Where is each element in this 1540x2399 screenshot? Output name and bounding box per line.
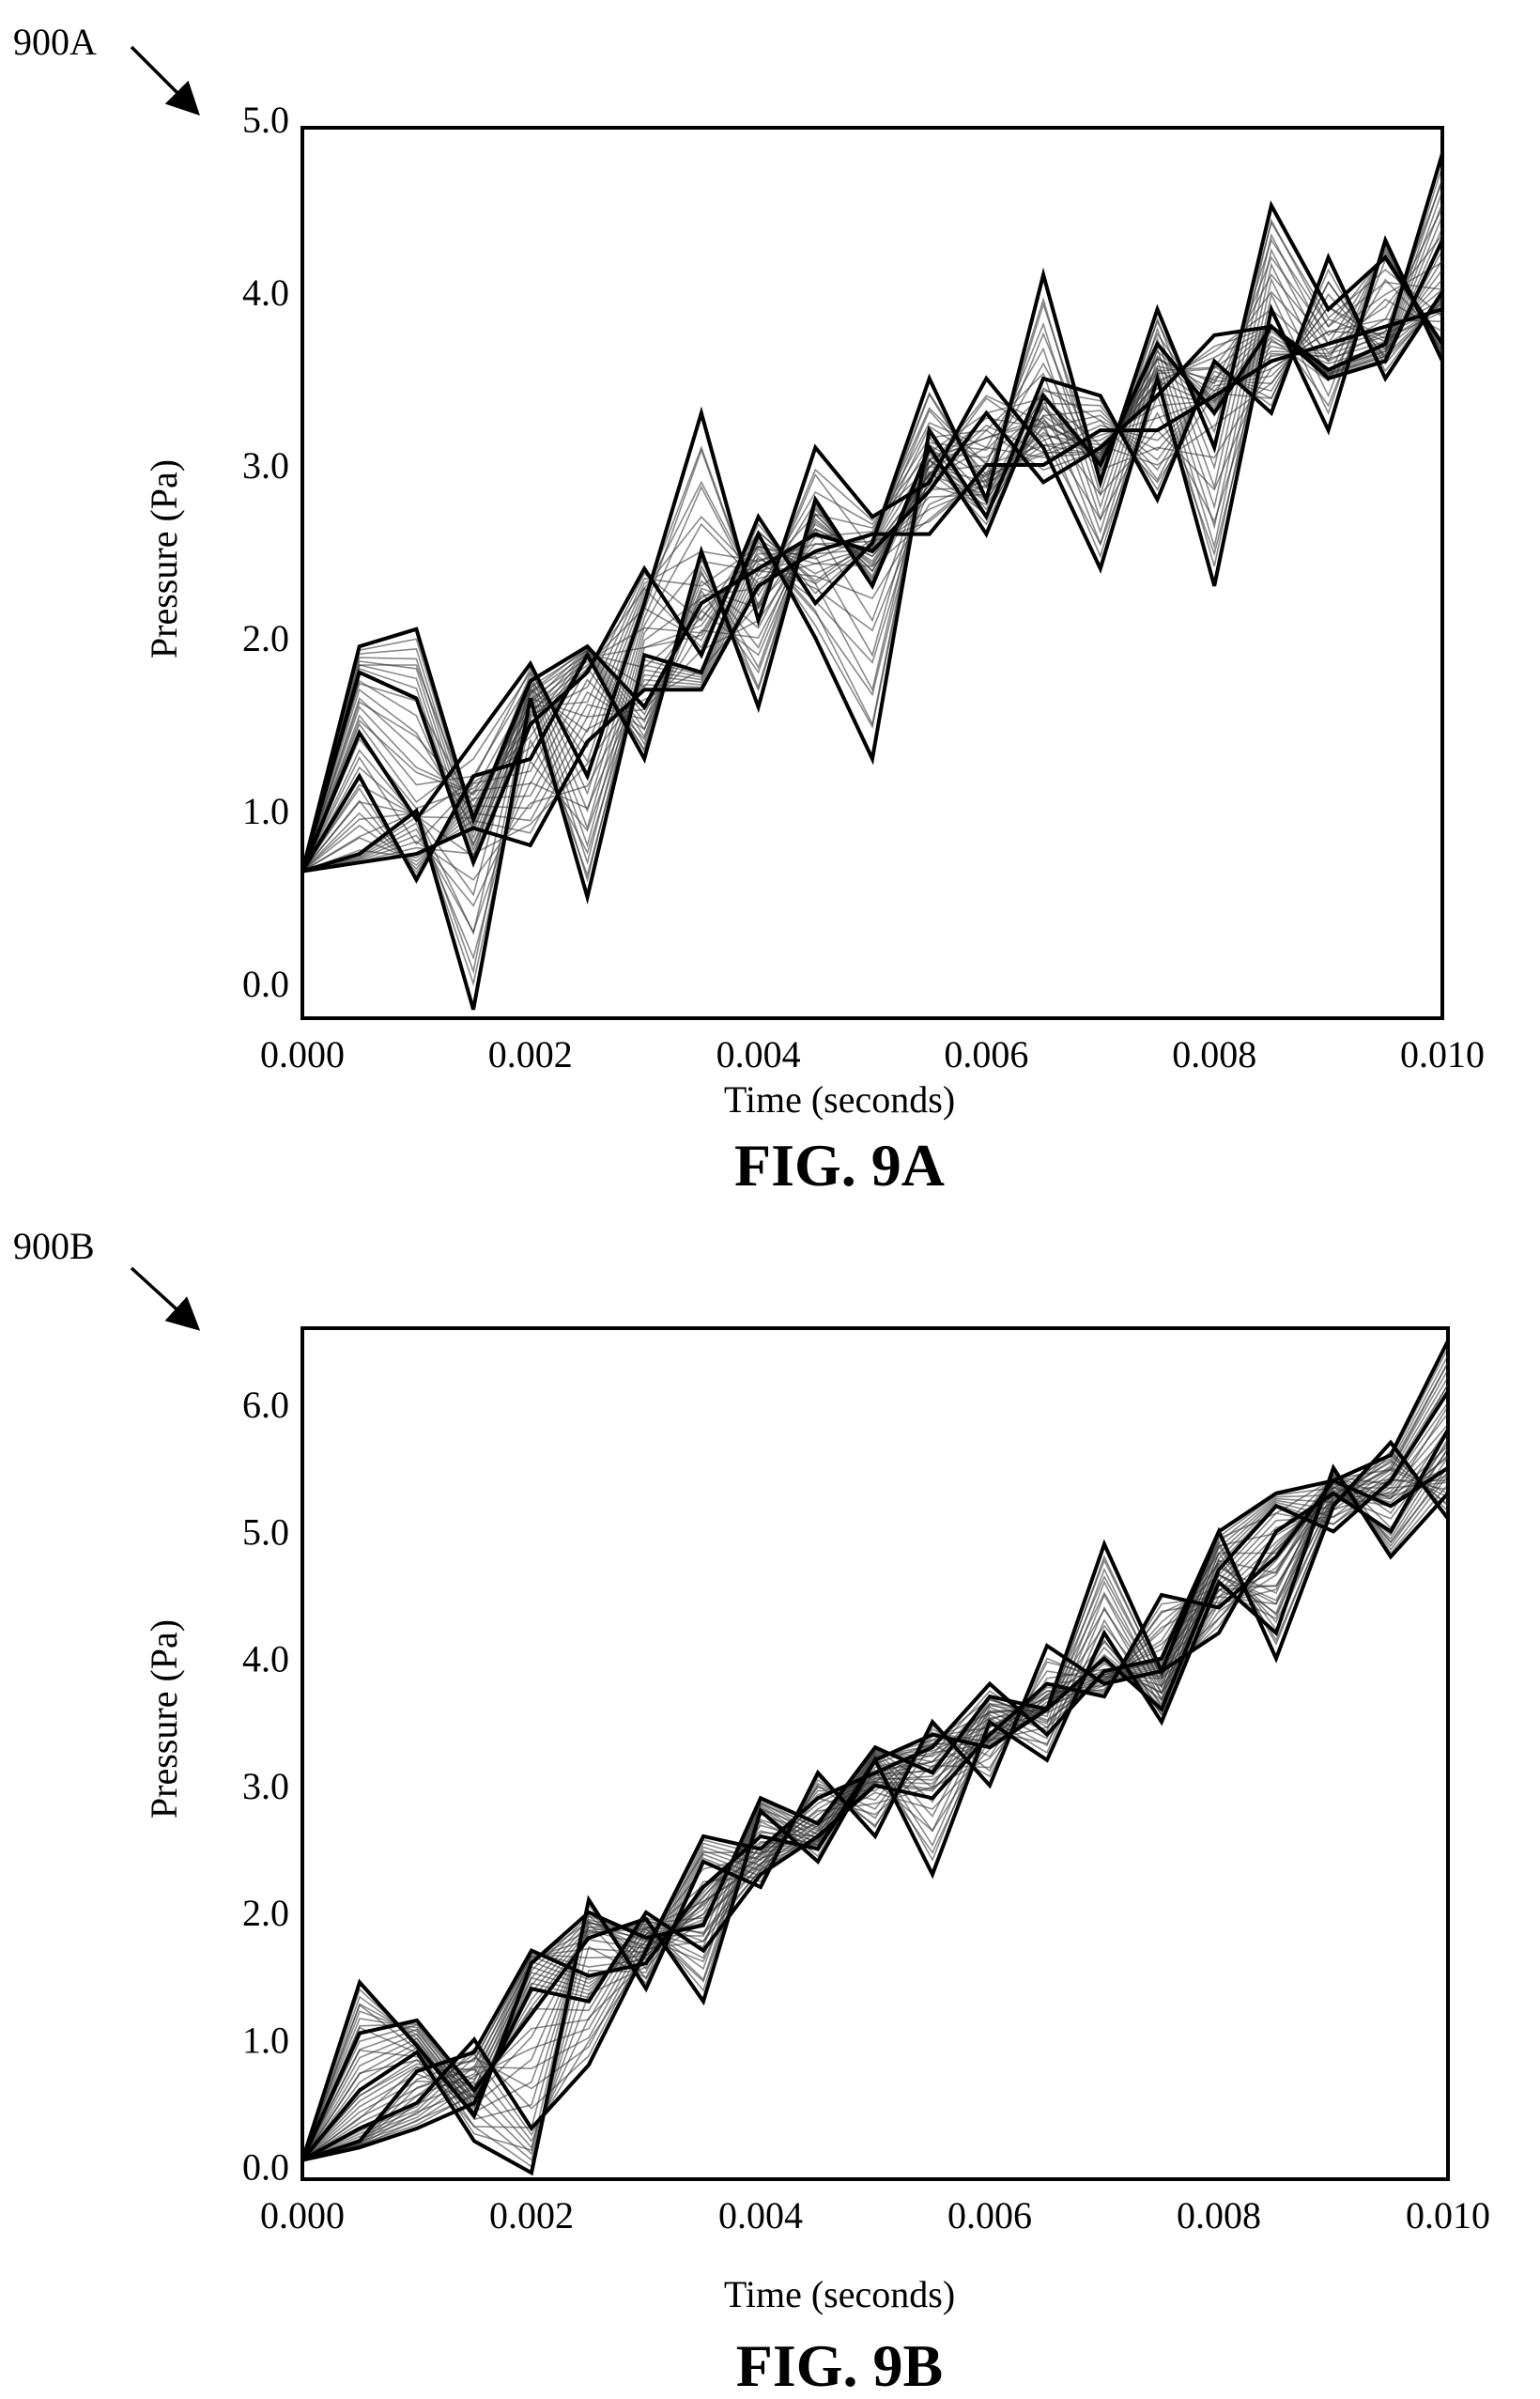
- band-trace-9a-0-3: [301, 234, 1443, 872]
- x-tick-label-9a: 0.006: [944, 1033, 1028, 1076]
- y-tick-label-9a: 2.0: [242, 617, 289, 659]
- band-trace-9a-3-2: [301, 280, 1443, 961]
- figure-9b: 900B 0.000 0.002 0.004 0.006 0.008 0.010 0.0 1…: [13, 1225, 1490, 2399]
- band-trace-9a-0-1: [301, 180, 1443, 872]
- plot-marks-9a: [300, 153, 1444, 1011]
- band-trace-9b-2-5: [301, 1466, 1449, 2161]
- x-tick-labels-9b: 0.000 0.002 0.004 0.006 0.008 0.010: [260, 2194, 1490, 2236]
- plot-frame-9a: [300, 126, 1444, 1020]
- x-tick-label-9b: 0.004: [718, 2194, 803, 2236]
- figure-caption-9a: FIG. 9A: [734, 1132, 945, 1199]
- figure-9a: 900A 0.000 0.002 0.004 0.006 0.008 0.010 0.0 1…: [13, 21, 1485, 1199]
- series-line-9a-4: [301, 252, 1444, 1011]
- figure-caption-9b: FIG. 9B: [736, 2332, 943, 2399]
- x-tick-label-9a: 0.002: [488, 1033, 573, 1076]
- reference-label-900b: 900B: [13, 1225, 95, 1267]
- series-line-9a-5: [301, 307, 1443, 874]
- y-axis-label-9b: Pressure (Pa): [143, 1619, 185, 1819]
- x-axis-label-9a: Time (seconds): [724, 1078, 955, 1121]
- reference-arrow-900a: [130, 45, 200, 116]
- plot-marks-9b: [300, 1339, 1450, 2176]
- series-line-9a-1: [300, 153, 1444, 872]
- y-tick-label-9a: 5.0: [242, 99, 289, 141]
- band-trace-9a-4-4: [301, 269, 1443, 873]
- x-tick-label-9a: 0.000: [260, 1033, 345, 1076]
- x-tick-label-9b: 0.002: [489, 2194, 574, 2236]
- y-tick-label-9a: 0.0: [242, 963, 289, 1005]
- y-tick-label-9b: 6.0: [242, 1384, 289, 1426]
- band-trace-9b-2-3: [301, 1466, 1449, 2161]
- plot-frame-9b: [300, 1326, 1450, 2181]
- y-tick-labels-9b: 0.0 1.0 2.0 3.0 4.0 5.0 6.0: [242, 1384, 289, 2188]
- y-tick-label-9a: 4.0: [242, 271, 289, 314]
- y-tick-label-9b: 0.0: [242, 2146, 289, 2189]
- x-tick-label-9b: 0.008: [1177, 2194, 1261, 2236]
- series-line-9b-6: [301, 1390, 1450, 2162]
- band-trace-9b-2-4: [301, 1479, 1448, 2161]
- band-trace-9a-2-6: [301, 280, 1443, 974]
- band-trace-9a-3-3: [301, 293, 1443, 934]
- y-tick-label-9b: 2.0: [242, 1892, 289, 1934]
- series-line-9a-2: [300, 200, 1444, 873]
- band-trace-9b-5-3: [301, 1370, 1449, 2161]
- x-tick-label-9a: 0.008: [1172, 1033, 1256, 1076]
- band-trace-9b-5-4: [301, 1362, 1449, 2161]
- y-tick-label-9b: 4.0: [242, 1638, 289, 1680]
- reference-arrow-900b: [130, 1266, 201, 1331]
- y-tick-label-9b: 3.0: [242, 1765, 289, 1807]
- x-tick-labels-9a: 0.000 0.002 0.004 0.006 0.008 0.010: [260, 1033, 1485, 1076]
- x-axis-label-9b: Time (seconds): [724, 2273, 955, 2315]
- x-tick-label-9b: 0.010: [1406, 2194, 1490, 2236]
- y-tick-label-9b: 5.0: [242, 1510, 289, 1553]
- band-trace-9a-3-4: [301, 301, 1443, 907]
- x-tick-label-9a: 0.010: [1400, 1033, 1485, 1076]
- y-tick-label-9a: 1.0: [242, 790, 289, 832]
- y-axis-label-9a: Pressure (Pa): [143, 459, 185, 658]
- series-line-9b-4: [301, 1439, 1450, 2162]
- x-tick-label-9b: 0.006: [947, 2194, 1032, 2236]
- reference-label-900a: 900A: [13, 21, 97, 63]
- y-tick-label-9a: 3.0: [242, 444, 289, 487]
- x-tick-label-9a: 0.004: [716, 1033, 801, 1076]
- series-line-9a-6: [300, 239, 1444, 884]
- series-line-9b-3: [300, 1429, 1450, 2176]
- y-tick-labels-9a: 0.0 1.0 2.0 3.0 4.0 5.0: [242, 99, 289, 1005]
- band-trace-9a-3-1: [301, 268, 1443, 987]
- band-trace-9b-5-5: [301, 1354, 1449, 2161]
- y-tick-label-9b: 1.0: [242, 2019, 289, 2061]
- series-line-9a-3: [300, 235, 1444, 873]
- x-tick-label-9b: 0.000: [260, 2194, 345, 2236]
- band-trace-9a-1-6: [301, 240, 1443, 872]
- series-line-9b-5: [301, 1466, 1450, 2162]
- band-trace-9a-3-5: [301, 303, 1443, 881]
